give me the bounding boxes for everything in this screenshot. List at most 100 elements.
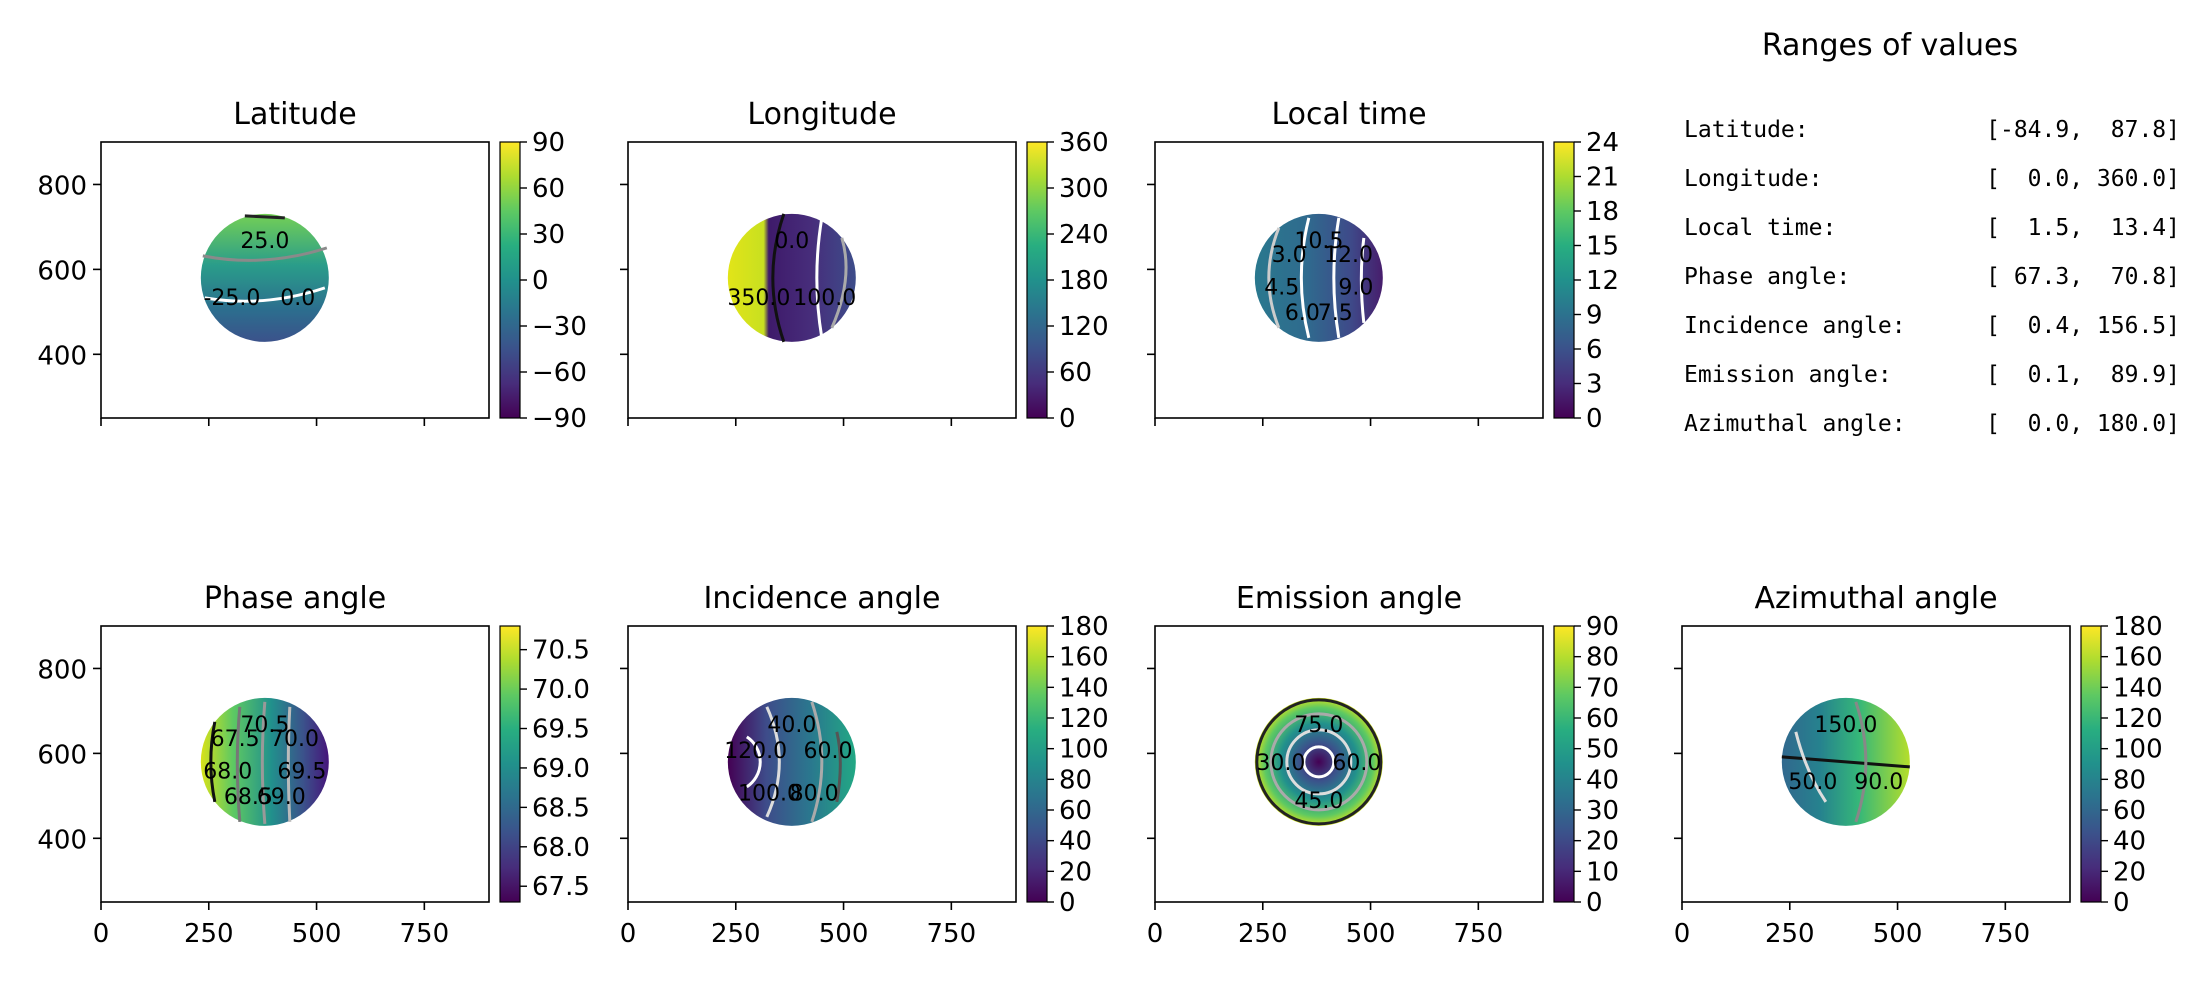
axes-frame: [627, 625, 1017, 903]
colorbar-tick-label: 60: [1059, 358, 1092, 388]
panels-layer: Latitude25.00.0-25.08006004009060300−30−…: [37, 97, 2162, 949]
ranges-rows: Latitude: [-84.9, 87.8] Longitude: [ 0.0, 3…: [1684, 117, 2180, 437]
panel-title: Incidence angle: [704, 581, 941, 616]
colorbar-tick-label: 40: [1586, 765, 1619, 795]
contour-label: 70.5: [240, 713, 289, 738]
range-label: Local time:: [1684, 215, 1836, 241]
contour-label: 120.0: [724, 739, 787, 764]
y-tick-label: 600: [37, 256, 87, 286]
range-value: [-84.9, 87.8]: [1986, 117, 2180, 143]
colorbar-tick-label: 120: [1059, 704, 1109, 734]
colorbar-gradient: [499, 141, 521, 419]
y-tick-label: 800: [37, 655, 87, 685]
colorbar-tick-label: 20: [1059, 857, 1092, 887]
x-tick-label: 0: [1147, 919, 1164, 949]
colorbar-tick-label: 40: [2113, 827, 2146, 857]
contour-label: 69.0: [257, 785, 306, 810]
contour-label: 100.0: [738, 782, 801, 807]
colorbar-tick-label: 80: [1059, 765, 1092, 795]
colorbar-gradient: [1553, 625, 1575, 903]
colorbar-tick-label: 60: [1059, 796, 1092, 826]
colorbar-tick-label: 90: [1586, 612, 1619, 642]
panel-title: Local time: [1271, 97, 1426, 132]
colorbar-tick-label: 60: [532, 174, 565, 204]
colorbar-tick-label: 12: [1586, 266, 1619, 296]
contour-label: 90.0: [1854, 770, 1903, 795]
colorbar-tick-label: 68.5: [532, 793, 590, 823]
x-tick-label: 750: [1981, 919, 2031, 949]
colorbar-tick-label: 70: [1586, 673, 1619, 703]
colorbar-tick-label: 40: [1059, 827, 1092, 857]
colorbar-tick-label: 180: [1059, 612, 1109, 642]
panel-phase-angle: Phase angle 70.570.069.569.068.568.067.5 8…: [37, 581, 590, 949]
colorbar-tick-label: −30: [532, 312, 587, 342]
colorbar-tick-label: 6: [1586, 335, 1603, 365]
contour-label: 45.0: [1294, 789, 1343, 814]
colorbar-tick-label: 20: [1586, 827, 1619, 857]
colorbar-tick-label: 68.0: [532, 833, 590, 863]
panel-title: Phase angle: [204, 581, 386, 616]
colorbar-tick-label: 30: [532, 220, 565, 250]
contour-line: [260, 701, 267, 824]
colorbar-tick-label: 80: [2113, 765, 2146, 795]
range-value: [ 0.4, 156.5]: [1986, 313, 2180, 339]
contour-label: 3.0: [1272, 243, 1307, 268]
ranges-title: Ranges of values: [1762, 28, 2018, 63]
colorbar-tick-label: 60: [1586, 704, 1619, 734]
contour-line: [810, 701, 824, 823]
colorbar-tick-label: 70.5: [532, 636, 590, 666]
contour-line: [1854, 701, 1868, 823]
axes-frame: [1681, 625, 2071, 903]
colorbar-tick-label: 9: [1586, 301, 1603, 331]
contour-label: 25.0: [240, 229, 289, 254]
contour-line: [1302, 745, 1336, 779]
panel-title: Azimuthal angle: [1754, 581, 1997, 616]
colorbar: 24 21 18 15 12 9 6 3 0: [1553, 128, 1619, 434]
disk-image: 10.512.0 9.07.56.04.5 3.0: [1254, 213, 1383, 342]
colorbar-gradient: [1553, 141, 1575, 419]
colorbar-tick-label: −90: [532, 404, 587, 434]
contour-label: 10.5: [1294, 229, 1343, 254]
disk-fill: [727, 697, 856, 826]
colorbar-tick-label: 21: [1586, 163, 1619, 193]
panel-title: Latitude: [233, 97, 356, 132]
range-value: [ 0.0, 360.0]: [1986, 166, 2180, 192]
y-tick-label: 600: [37, 740, 87, 770]
x-tick-label: 250: [184, 919, 234, 949]
contour-line: [1359, 237, 1366, 324]
colorbar-tick-label: 0: [1059, 888, 1076, 918]
contour-line: [771, 213, 786, 343]
range-label: Longitude:: [1684, 166, 1822, 192]
x-tick-label: 0: [1674, 919, 1691, 949]
contour-line: [1267, 227, 1281, 329]
colorbar-tick-label: 10: [1586, 857, 1619, 887]
colorbar-tick-label: 15: [1586, 232, 1619, 262]
disk-image: 25.0 0.0 -25.0: [200, 213, 329, 342]
colorbar-tick-label: 180: [1059, 266, 1109, 296]
disk-image: 70.570.0 69.569.068.568.0 67.5: [200, 697, 329, 826]
contour-label: 12.0: [1324, 243, 1373, 268]
colorbar-tick-label: 60: [2113, 796, 2146, 826]
colorbar-gradient: [1026, 141, 1048, 419]
contour-label: 0.0: [280, 286, 315, 311]
contour-label: -25.0: [203, 286, 260, 311]
colorbar-tick-label: 0: [1586, 888, 1603, 918]
colorbar-tick-label: 67.5: [532, 872, 590, 902]
range-label: Latitude:: [1684, 117, 1809, 143]
colorbar-tick-label: 140: [2113, 673, 2163, 703]
contour-label: 40.0: [767, 713, 816, 738]
contour-line: [815, 217, 824, 339]
colorbar-tick-label: 20: [2113, 857, 2146, 887]
y-tick-label: 800: [37, 171, 87, 201]
disk-fill: [200, 213, 329, 342]
contour-line: [1299, 217, 1311, 339]
contour-line: [286, 706, 292, 822]
contour-line: [830, 237, 848, 329]
contour-label: 68.0: [203, 759, 252, 784]
